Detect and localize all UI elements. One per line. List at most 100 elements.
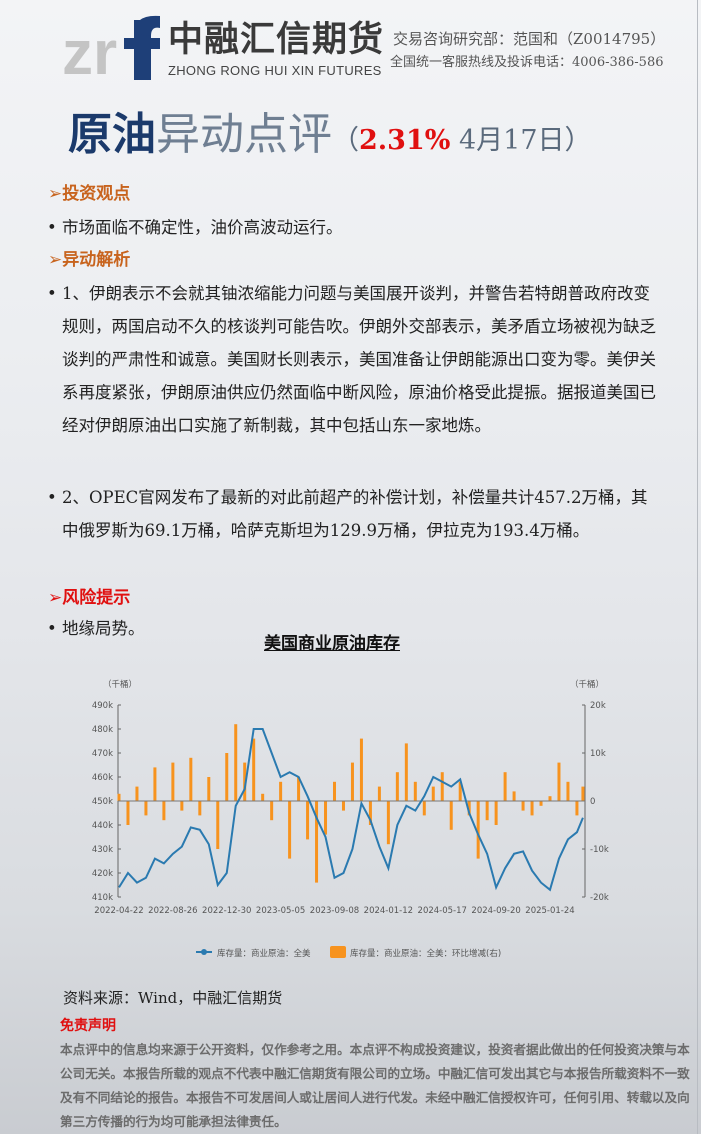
bar: [279, 781, 283, 801]
y-tick-right: 20k: [590, 701, 606, 711]
legend-label-bar: 库存量：商业原油：全美：环比增减(右): [350, 948, 501, 959]
x-tick: 2022-12-30: [202, 906, 251, 916]
bar: [575, 801, 579, 816]
arrow-right-icon: ➢: [48, 250, 63, 270]
y-tick-right: 0: [590, 797, 595, 807]
bar: [557, 762, 561, 801]
research-contact: 交易咨询研究部：范国和（Z0014795）: [393, 30, 666, 48]
inventory-line: [118, 728, 584, 892]
disclaimer-text: 本点评中的信息均来源于公开资料，仅作参考之用。本点评不构成投资建议，投资者据此做…: [60, 1042, 690, 1129]
x-tick: 2024-01-12: [364, 906, 413, 916]
title-type: 异动点评: [156, 109, 332, 160]
bar: [503, 772, 507, 801]
bar: [180, 801, 184, 811]
hotline: 全国统一客服热线及投诉电话：4006-386-586: [390, 55, 664, 70]
bar: [243, 762, 247, 801]
y-tick-left: 460k: [92, 773, 113, 783]
section-heading-analysis: ➢异动解析: [48, 250, 131, 270]
bar: [377, 786, 381, 801]
bar: [198, 801, 202, 816]
company-logo: zr: [62, 15, 160, 82]
bar: [539, 801, 543, 806]
bar: [485, 801, 489, 821]
data-source: 资料来源：Wind，中融汇信期货: [63, 989, 283, 1007]
bar: [333, 781, 336, 801]
bar: [512, 791, 516, 801]
bar: [297, 777, 301, 801]
bar: [413, 781, 417, 801]
x-tick: 2024-09-20: [471, 906, 520, 916]
bar: [422, 801, 426, 816]
bar: [341, 801, 345, 811]
legend-bar-swatch: [330, 946, 346, 958]
title-paren: ）: [564, 125, 592, 156]
report-date: 4月17日: [450, 125, 565, 156]
bar: [368, 801, 372, 825]
y-tick-left: 490k: [92, 701, 113, 711]
bar: [252, 738, 256, 801]
disclaimer-title: 免责声明: [60, 1018, 116, 1034]
y-tick-left: 480k: [92, 725, 113, 735]
x-tick: 2023-05-05: [256, 906, 305, 916]
section-heading-view: ➢投资观点: [48, 184, 131, 204]
arrow-right-icon: ➢: [48, 184, 63, 204]
chart-title: 美国商业原油库存: [264, 634, 400, 654]
bar: [566, 781, 570, 801]
bar: [530, 801, 534, 816]
x-tick: 2025-01-24: [525, 906, 574, 916]
y-tick-right: -10k: [590, 845, 609, 855]
price-change: 2.31%: [359, 125, 451, 156]
section-heading-risk: ➢风险提示: [48, 588, 131, 608]
title-commodity: 原油: [68, 109, 156, 160]
bar: [306, 801, 310, 840]
bar: [449, 801, 453, 830]
x-tick: 2023-09-08: [310, 906, 359, 916]
bar: [117, 793, 121, 801]
svg-text:zr: zr: [62, 19, 117, 82]
bar: [359, 738, 363, 801]
arrow-right-icon: ➢: [48, 588, 63, 608]
bar: [135, 786, 139, 801]
y-tick-left: 450k: [92, 797, 113, 807]
bar: [162, 801, 166, 821]
y-tick-left: 410k: [92, 893, 113, 903]
list-item: • 地缘局势。: [47, 619, 145, 638]
bar: [440, 772, 444, 801]
bar: [458, 781, 462, 801]
list-item: • 2、OPEC官网发布了最新的对此前超产的补偿计划，补偿量共计457.2万桶，其…: [47, 488, 648, 540]
bar: [207, 777, 211, 801]
bar: [386, 801, 390, 845]
bar: [476, 801, 480, 859]
y-tick-left: 430k: [92, 845, 113, 855]
bar: [315, 801, 319, 883]
bar: [548, 796, 552, 801]
bar: [225, 753, 229, 801]
bar: [581, 786, 585, 801]
bar: [171, 762, 175, 801]
title-paren: （: [332, 125, 359, 156]
page-title: 原油异动点评（2.31% 4月17日）: [68, 108, 592, 168]
logo-text-en: ZHONG RONG HUI XIN FUTURES: [168, 63, 382, 78]
page-edge-divider: [697, 0, 698, 1134]
legend-line-marker: [201, 949, 207, 955]
x-tick: 2022-04-22: [94, 906, 143, 916]
bar: [216, 801, 220, 849]
bar: [270, 801, 274, 821]
list-item: • 市场面临不确定性，油价高波动运行。: [47, 218, 343, 237]
y-tick-left: 470k: [92, 749, 113, 759]
bar: [144, 801, 148, 816]
left-axis-unit: （千桶）: [103, 679, 137, 690]
bar: [521, 801, 525, 811]
bar: [324, 801, 328, 835]
bar: [288, 801, 292, 859]
bar: [261, 793, 265, 801]
y-tick-right: 10k: [590, 749, 606, 759]
bar: [467, 801, 471, 816]
bar: [404, 743, 408, 801]
bar: [189, 757, 193, 801]
x-tick: 2022-08-26: [148, 906, 197, 916]
legend-label-line: 库存量：商业原油：全美: [217, 948, 311, 959]
logo-text-cn: 中融汇信期货: [168, 20, 385, 60]
y-tick-right: -20k: [590, 893, 609, 903]
